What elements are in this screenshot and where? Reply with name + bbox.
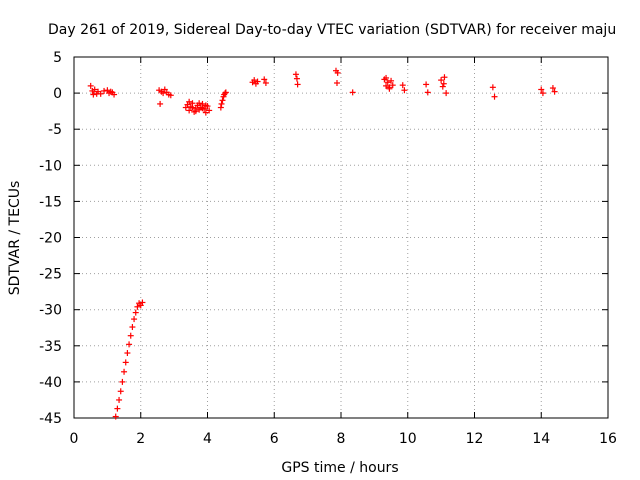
data-point bbox=[122, 359, 129, 366]
data-point bbox=[399, 82, 406, 89]
data-point bbox=[333, 79, 340, 86]
y-tick-label: -45 bbox=[39, 411, 62, 427]
data-point bbox=[124, 350, 131, 357]
y-tick-label: -40 bbox=[39, 375, 62, 391]
y-tick-label: -10 bbox=[39, 158, 62, 174]
data-point bbox=[220, 93, 227, 100]
data-point bbox=[491, 93, 498, 100]
y-tick-label: 0 bbox=[53, 86, 62, 102]
data-point bbox=[294, 81, 301, 88]
data-point bbox=[157, 100, 164, 107]
points-layer bbox=[87, 67, 558, 420]
data-point bbox=[424, 89, 431, 96]
data-point bbox=[383, 82, 390, 89]
data-point bbox=[549, 85, 556, 92]
chart-title: Day 261 of 2019, Sidereal Day-to-day VTE… bbox=[48, 22, 616, 38]
x-tick-label: 14 bbox=[532, 431, 550, 447]
data-point bbox=[121, 368, 128, 375]
y-tick-label: -15 bbox=[39, 194, 62, 210]
data-point bbox=[91, 86, 98, 93]
data-point bbox=[218, 100, 225, 107]
data-point bbox=[441, 74, 448, 81]
data-point bbox=[189, 104, 196, 111]
data-point bbox=[90, 91, 97, 98]
data-point bbox=[217, 104, 224, 111]
data-point bbox=[443, 90, 450, 97]
data-point bbox=[383, 74, 390, 81]
data-point bbox=[261, 76, 268, 83]
x-tick-label: 2 bbox=[136, 431, 145, 447]
data-point bbox=[167, 92, 174, 99]
data-point bbox=[551, 88, 558, 95]
data-point bbox=[262, 79, 269, 86]
data-point bbox=[219, 97, 226, 104]
data-point bbox=[334, 69, 341, 76]
y-axis-label: SDTVAR / TECUs bbox=[7, 181, 23, 296]
x-axis-label: GPS time / hours bbox=[281, 460, 398, 476]
y-tick-label: 5 bbox=[53, 50, 62, 66]
data-point bbox=[539, 90, 546, 97]
data-point bbox=[87, 82, 94, 89]
data-point bbox=[349, 89, 356, 96]
data-point bbox=[119, 378, 126, 385]
y-tick-label: -30 bbox=[39, 303, 62, 319]
x-tick-label: 12 bbox=[466, 431, 484, 447]
data-point bbox=[139, 299, 146, 306]
data-point bbox=[196, 100, 203, 107]
data-point bbox=[114, 405, 121, 412]
data-point bbox=[293, 75, 300, 82]
data-point bbox=[134, 303, 141, 310]
data-point bbox=[292, 71, 299, 78]
data-point bbox=[127, 332, 134, 339]
data-point bbox=[129, 324, 136, 331]
x-tick-label: 8 bbox=[337, 431, 346, 447]
data-point bbox=[111, 91, 118, 98]
data-point bbox=[439, 83, 446, 90]
data-point bbox=[199, 105, 206, 112]
x-tick-label: 10 bbox=[399, 431, 417, 447]
data-point bbox=[440, 80, 447, 87]
x-tick-label: 4 bbox=[203, 431, 212, 447]
x-tick-label: 6 bbox=[270, 431, 279, 447]
y-tick-label: -5 bbox=[48, 122, 62, 138]
data-point bbox=[97, 90, 104, 97]
data-point bbox=[222, 90, 229, 97]
data-point bbox=[423, 81, 430, 88]
data-point bbox=[126, 341, 133, 348]
data-point bbox=[131, 316, 138, 323]
y-tick-label: -25 bbox=[39, 267, 62, 283]
data-point bbox=[384, 79, 391, 86]
y-tick-label: -35 bbox=[39, 339, 62, 355]
y-tick-label: -20 bbox=[39, 231, 62, 247]
data-point bbox=[251, 77, 258, 84]
ticks-layer: 0 2 4 6 8 10 12 14 16 5 0 -5 -10 -15 -20 -25 -30 -35 -40 -4… bbox=[39, 50, 617, 447]
data-point bbox=[386, 84, 393, 91]
data-point bbox=[401, 87, 408, 94]
data-point bbox=[101, 87, 108, 94]
data-point bbox=[117, 388, 124, 395]
x-tick-label: 16 bbox=[599, 431, 617, 447]
data-point bbox=[202, 109, 209, 116]
data-point bbox=[438, 77, 445, 84]
data-point bbox=[202, 102, 209, 109]
data-point bbox=[160, 90, 167, 97]
x-tick-label: 0 bbox=[70, 431, 79, 447]
data-point bbox=[389, 82, 396, 89]
data-point bbox=[192, 108, 199, 115]
data-point bbox=[132, 309, 139, 316]
data-point bbox=[116, 396, 123, 403]
data-point bbox=[112, 413, 119, 420]
data-point bbox=[254, 78, 261, 85]
data-point bbox=[186, 107, 193, 114]
data-point bbox=[489, 84, 496, 91]
data-point bbox=[222, 89, 229, 96]
data-point bbox=[206, 107, 213, 114]
data-point bbox=[388, 77, 395, 84]
data-point bbox=[186, 98, 193, 105]
data-point bbox=[538, 86, 545, 93]
grid-layer bbox=[74, 57, 608, 418]
